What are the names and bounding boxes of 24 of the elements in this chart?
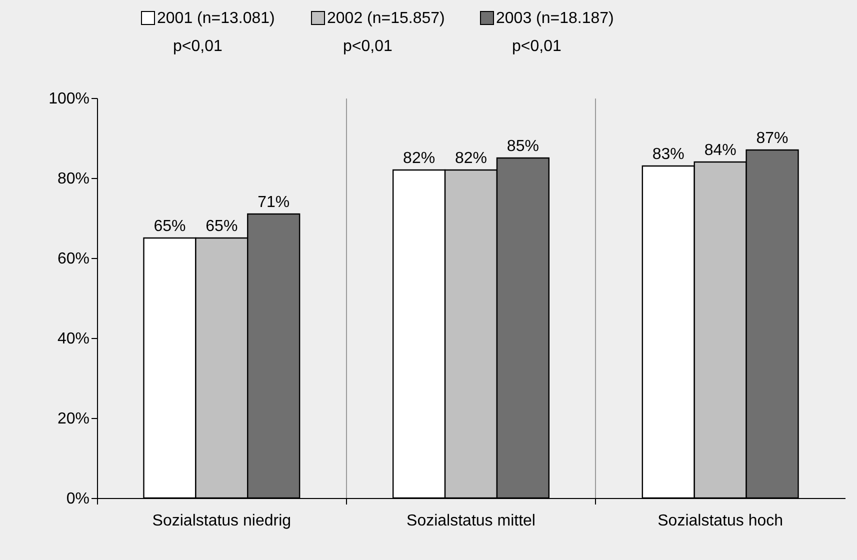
legend-label: 2002 (n=15.857) (327, 10, 445, 27)
data-label: 85% (506, 138, 539, 155)
text: p<0,01 (173, 38, 222, 55)
legend-label: 2001 (n=13.081) (157, 10, 275, 27)
y-tick-label: 20% (57, 410, 90, 428)
data-label: 65% (206, 218, 238, 235)
text: p<0,01 (343, 38, 392, 55)
data-label: 84% (704, 142, 736, 159)
data-label: 82% (454, 150, 488, 167)
data-label: 71% (258, 194, 290, 211)
data-label: 83% (652, 146, 684, 163)
y-tick-label: 100% (48, 90, 90, 108)
y-tick-label: 0% (66, 490, 90, 508)
x-tick-label: Sozialstatus niedrig (152, 512, 292, 530)
y-tick-label: 80% (57, 170, 90, 188)
data-label: 65% (154, 218, 186, 235)
text: p<0,01 (512, 38, 562, 55)
y-tick-label: 40% (57, 330, 90, 348)
data-label: 82% (403, 150, 436, 167)
x-tick-label: Sozialstatus mittel (406, 512, 536, 530)
y-tick-label: 60% (57, 250, 90, 268)
x-tick-label: Sozialstatus hoch (658, 512, 784, 530)
data-label: 87% (756, 130, 788, 147)
legend-label: 2003 (n=18.187) (496, 10, 614, 27)
